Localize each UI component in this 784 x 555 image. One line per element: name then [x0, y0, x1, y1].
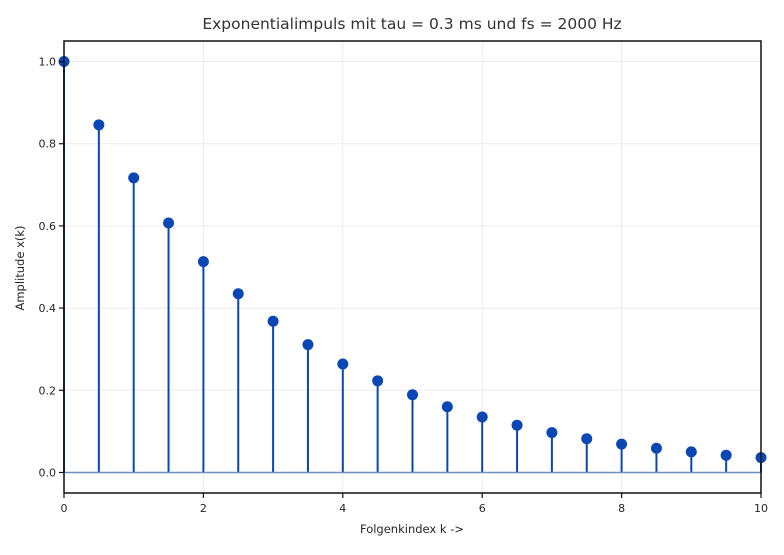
stem-marker	[407, 389, 418, 401]
y-tick-label: 0.8	[39, 138, 57, 151]
stem-marker	[232, 288, 244, 300]
x-tick-label: 6	[479, 502, 486, 515]
y-axis-label: Amplitude x(k)	[13, 225, 27, 310]
y-tick-label: 0.2	[39, 384, 57, 397]
stem-marker	[197, 256, 209, 268]
stem-marker	[302, 339, 314, 351]
axes-frame	[63, 40, 762, 494]
stem-marker	[581, 433, 593, 445]
x-tick-label: 8	[618, 502, 625, 515]
stem-marker	[616, 438, 628, 450]
stem-series	[58, 56, 767, 474]
x-axis-ticks: 0 2 4 6 8 10	[61, 493, 768, 515]
stem-marker	[546, 427, 558, 439]
x-tick-label: 10	[754, 502, 768, 515]
x-tick-label: 4	[339, 502, 346, 515]
stem-marker	[650, 442, 662, 454]
x-tick-label: 0	[61, 502, 68, 515]
y-tick-label: 1.0	[39, 56, 57, 69]
stem-marker	[372, 375, 384, 387]
y-axis-ticks: 0.0 0.2 0.4 0.6 0.8 1.0	[39, 56, 64, 479]
stem-marker	[267, 315, 279, 327]
chart-title: Exponentialimpuls mit tau = 0.3 ms und f…	[202, 15, 621, 33]
stem-marker	[441, 401, 453, 413]
stem-marker	[511, 419, 523, 431]
x-tick-label: 2	[200, 502, 207, 515]
stem-marker	[685, 446, 697, 458]
y-tick-label: 0.4	[39, 302, 57, 315]
y-tick-label: 0.6	[39, 220, 57, 233]
x-axis-label: Folgenkindex k ->	[360, 522, 464, 536]
stem-marker	[720, 449, 732, 461]
stem-marker	[476, 411, 488, 423]
y-tick-label: 0.0	[39, 466, 57, 479]
stem-marker	[128, 172, 140, 184]
stem-marker	[163, 217, 175, 229]
plot-frame	[63, 40, 762, 494]
stem-marker	[337, 358, 349, 370]
stem-marker	[93, 119, 105, 131]
